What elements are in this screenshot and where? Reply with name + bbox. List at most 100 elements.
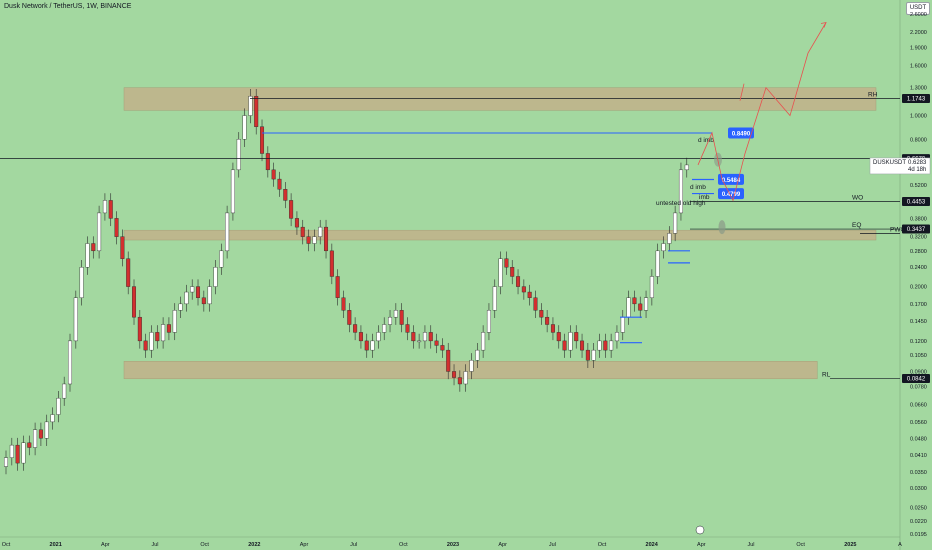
candle-body [516,276,521,287]
candle-body [324,226,329,252]
candle-body [580,340,585,351]
candle-body [260,126,265,154]
candle-body [388,316,393,325]
candle-body [50,414,55,423]
current-price-tag[interactable] [869,157,931,175]
price-tag-label: 0.3437 [907,227,926,233]
time-tick-label: Oct [200,542,209,548]
current-price: 0.6283 [908,160,927,166]
time-tick-label: 2024 [646,542,659,548]
price-tick-label: 0.0410 [910,453,927,459]
candle-body [678,169,683,214]
candle-body [108,200,113,219]
ellipse-marker [718,220,726,235]
time-tick-label: Apr [300,542,309,548]
callout-label: 0.4799 [722,192,741,198]
level-label: WO [852,195,863,202]
time-tick-label: Oct [399,542,408,548]
candle-body [393,310,398,318]
candle-body [434,340,439,346]
candle-body [376,332,381,342]
candle-body [132,286,137,318]
candle-body [79,267,84,298]
callout-label: 0.5484 [722,178,741,184]
candle-body [632,297,637,305]
candle-body [120,236,125,259]
candle-body [539,310,544,318]
candle-body [661,243,666,252]
candle-body [143,340,148,351]
candle-body [97,212,102,252]
symbol-title: Dusk Network / TetherUS, 1W, BINANCE [4,3,132,10]
price-tick-label: 0.0195 [910,532,927,538]
currency-button[interactable]: USDT [906,2,930,15]
candle-body [201,297,206,305]
time-tick-label: 2021 [50,542,62,548]
price-tag [902,374,930,384]
price-tick-label: 0.0350 [910,470,927,476]
price-tag-label: 0.0842 [907,377,926,383]
candle-body [126,258,131,287]
price-tick-label: 2.6000 [910,12,927,18]
candle-body [166,324,171,333]
candle-body [475,349,480,361]
candle-body [399,310,404,325]
candle-body [481,332,486,351]
price-tick-label: 0.0660 [910,402,927,408]
candle-body [172,310,177,333]
candle-body [521,286,526,293]
price-tick-label: 0.0480 [910,436,927,442]
price-tick-label: 0.1700 [910,302,927,308]
candle-body [620,316,625,333]
candle-body [318,226,323,237]
candle-body [684,164,689,171]
candle-body [469,360,474,372]
price-tick-label: 1.3000 [910,86,927,92]
price-callout[interactable] [728,127,754,139]
candle-body [446,349,451,372]
symbol-header[interactable]: Dusk Network / TetherUS, 1W, BINANCE [4,3,133,10]
candle-body [603,340,608,351]
candle-body [533,297,538,311]
candle-body [486,310,491,333]
candle-body [440,345,445,351]
timezone-icon[interactable] [695,525,705,535]
projection-path[interactable] [697,22,827,202]
price-tick-label: 0.8000 [910,137,927,143]
candle-body [294,218,299,228]
price-tick-label: 1.6000 [910,64,927,70]
candle-body [492,286,497,311]
candle-body [644,297,649,311]
price-tick-label: 2.2000 [910,30,927,36]
candle-body [335,276,340,298]
candle-body [626,297,631,318]
time-tick-label: 2025 [844,542,856,548]
candle-body [510,267,515,277]
current-symbol: DUSKUSDT [873,160,906,166]
candle-body [15,444,20,464]
time-tick-label: Oct [598,542,607,548]
price-tick-label: 0.3800 [910,216,927,222]
candle-body [236,139,241,171]
chart-annotation: d imb [698,137,714,144]
candle-body [463,371,468,385]
price-tag-label: 0.4453 [907,200,926,206]
candle-body [38,429,43,439]
candle-body [196,286,201,298]
price-tick-label: 0.0560 [910,420,927,426]
candle-body [277,178,282,190]
price-callout[interactable] [718,188,744,200]
candle-body [428,332,433,342]
price-tick-label: 0.2000 [910,285,927,291]
candle-body [585,349,590,361]
price-tick-label: 0.1050 [910,353,927,359]
candle-body [382,324,387,333]
candle-body [225,212,230,252]
chart-annotation: d imb [690,184,706,191]
candle-body [219,250,224,268]
time-tick-label: Apr [498,542,507,548]
price-tag [902,224,930,234]
candle-body [364,340,369,351]
